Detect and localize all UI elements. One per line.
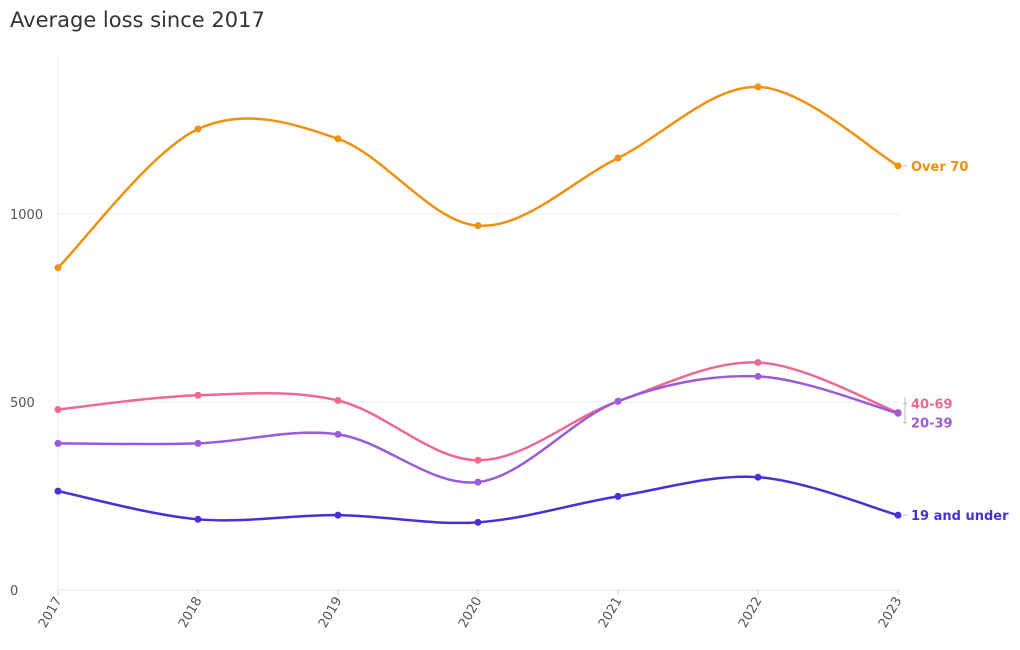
series-label: 20-39 (911, 416, 953, 431)
data-point (894, 162, 902, 170)
series-line (57, 374, 899, 484)
data-point (614, 397, 622, 405)
x-tick-label: 2023 (876, 595, 906, 631)
series-label: Over 70 (911, 160, 968, 175)
data-point (194, 125, 202, 133)
data-point (894, 409, 902, 417)
series-label: 40-69 (911, 397, 953, 412)
y-tick-label: 500 (10, 396, 35, 411)
chart-title: Average loss since 2017 (10, 8, 265, 32)
series-line (57, 85, 899, 269)
data-point (54, 487, 62, 495)
data-point (474, 478, 482, 486)
series-over-70: Over 70 (54, 83, 968, 272)
data-point (474, 456, 482, 464)
data-point (754, 372, 762, 380)
x-tick-label: 2017 (36, 595, 66, 631)
data-point (474, 222, 482, 230)
data-point (54, 264, 62, 272)
data-point (474, 518, 482, 526)
data-point (54, 406, 62, 414)
y-tick-label: 0 (10, 584, 18, 599)
data-point (754, 473, 762, 481)
data-point (194, 515, 202, 523)
data-point (894, 511, 902, 519)
data-point (754, 359, 762, 367)
data-point (334, 430, 342, 438)
x-tick-label: 2018 (176, 595, 206, 631)
data-point (614, 492, 622, 500)
x-tick-label: 2021 (596, 595, 626, 631)
data-point (54, 439, 62, 447)
series-20-39: 20-39 (54, 372, 953, 486)
x-tick-label: 2020 (456, 595, 486, 631)
series-19-and-under: 19 and under (54, 473, 1009, 526)
data-point (754, 83, 762, 91)
data-point (194, 391, 202, 399)
data-point (194, 439, 202, 447)
series-label: 19 and under (911, 509, 1009, 524)
data-point (334, 511, 342, 519)
x-tick-label: 2022 (736, 595, 766, 631)
data-point (334, 135, 342, 143)
series-40-69: 40-69 (54, 359, 953, 464)
data-point (334, 396, 342, 404)
data-point (614, 154, 622, 162)
y-tick-label: 1000 (10, 208, 43, 223)
x-tick-label: 2019 (316, 595, 346, 631)
